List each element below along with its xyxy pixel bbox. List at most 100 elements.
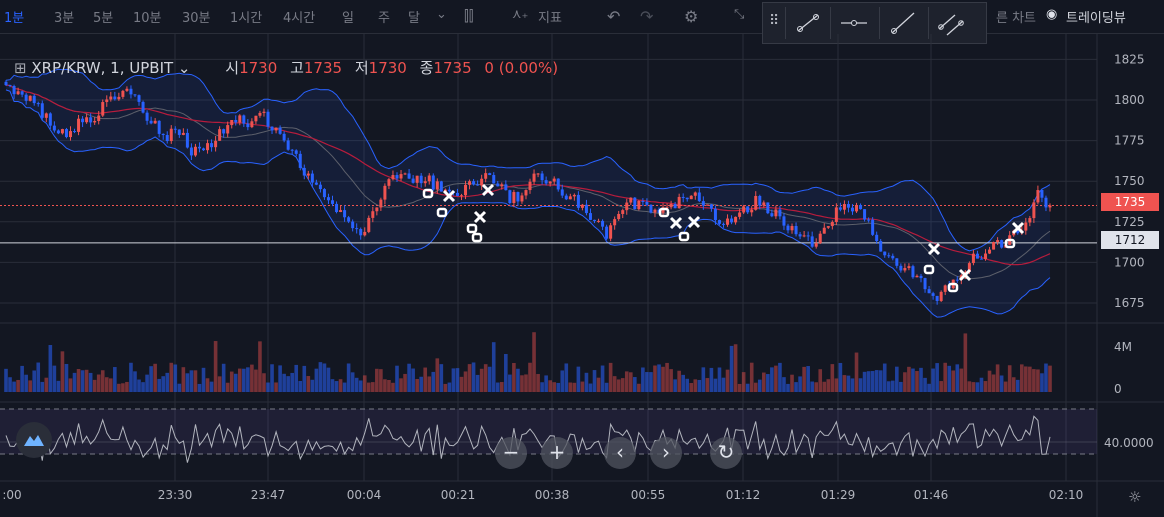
- horizontal-ray-tool-icon[interactable]: [830, 7, 875, 39]
- volume-bar: [548, 380, 552, 392]
- ray-tool-icon[interactable]: [879, 7, 924, 39]
- interval-6[interactable]: 4시간: [283, 11, 316, 26]
- indicator-button[interactable]: 지표: [538, 11, 562, 26]
- parallel-channel-tool-icon[interactable]: [928, 7, 973, 39]
- volume-bar: [971, 382, 976, 392]
- candle-body: [359, 229, 363, 236]
- volume-bar: [774, 365, 778, 392]
- reset-chart-button[interactable]: ↻: [710, 437, 742, 469]
- tradingview-option[interactable]: 트레이딩뷰: [1066, 11, 1126, 26]
- hline-price-tag: 1712: [1101, 231, 1159, 249]
- zoom-in-button[interactable]: +: [541, 437, 573, 469]
- symbol-dropdown-icon[interactable]: ⌄: [173, 59, 191, 77]
- volume-bar: [270, 364, 274, 392]
- chart-area[interactable]: 1825 1800 1775 1750 1725 1700 1675:00 23:30 23:4…: [0, 34, 1164, 517]
- undo-icon[interactable]: ↶: [607, 7, 621, 26]
- time-tick-label: 02:10: [1049, 488, 1084, 502]
- volume-bar: [653, 365, 657, 392]
- scroll-right-button[interactable]: ›: [650, 437, 682, 469]
- candle-body: [339, 210, 343, 213]
- volume-bar: [693, 379, 698, 392]
- interval-7[interactable]: 일: [342, 11, 354, 26]
- annotation-o: [471, 232, 483, 243]
- volume-bar: [866, 371, 871, 392]
- candle-body: [730, 218, 734, 223]
- candle-body: [806, 235, 810, 237]
- candle-body: [955, 279, 959, 281]
- candle-body: [520, 195, 524, 202]
- fullscreen-icon[interactable]: ⤡: [734, 7, 745, 22]
- interval-8[interactable]: 주: [378, 11, 390, 26]
- scroll-left-button[interactable]: ‹: [604, 437, 636, 469]
- volume-bar: [886, 381, 891, 392]
- volume-bar: [947, 365, 952, 392]
- volume-bar: [1015, 379, 1020, 392]
- volume-bar: [757, 379, 762, 392]
- volume-bar: [48, 345, 53, 392]
- volume-bar: [487, 366, 492, 392]
- drag-handle-icon[interactable]: ⠿: [769, 13, 780, 29]
- volume-bar: [362, 375, 367, 392]
- volume-bar: [24, 374, 28, 392]
- interval-9[interactable]: 달: [408, 11, 420, 26]
- close-label: 종: [419, 59, 434, 77]
- candle-body: [871, 219, 875, 235]
- volume-bar: [32, 370, 37, 392]
- volume-bar: [100, 370, 105, 392]
- chart-type-icon[interactable]: ⫿⫿: [464, 7, 474, 25]
- volume-bar: [125, 381, 129, 392]
- candle-body: [713, 208, 717, 221]
- interval-dropdown-icon[interactable]: ⌄: [436, 7, 447, 22]
- upbit-logo-icon[interactable]: [16, 422, 52, 458]
- volume-bar: [161, 376, 166, 392]
- interval-1[interactable]: 3분: [54, 11, 75, 26]
- candle-body: [717, 220, 721, 224]
- candle-body: [705, 204, 709, 206]
- settings-sun-icon[interactable]: ☼: [1128, 488, 1142, 506]
- volume-bar: [237, 368, 242, 392]
- volume-bar: [931, 368, 935, 392]
- candle-body: [464, 184, 468, 196]
- candle-body: [306, 173, 310, 176]
- volume-bar: [669, 369, 673, 392]
- radio-selected-icon[interactable]: ◉: [1046, 7, 1058, 22]
- volume-bar: [822, 381, 827, 392]
- candle-body: [709, 204, 713, 209]
- volume-bar: [499, 382, 504, 392]
- interval-2[interactable]: 5분: [93, 11, 114, 26]
- volume-bars: [4, 332, 1052, 392]
- volume-bar: [1019, 364, 1024, 392]
- candle-body: [202, 148, 206, 151]
- settings-gear-icon[interactable]: ⚙: [684, 7, 699, 26]
- indicator-icon[interactable]: ⋏₊: [512, 7, 529, 22]
- candle-body: [621, 210, 625, 214]
- candle-body: [830, 221, 834, 227]
- candle-body: [193, 146, 197, 156]
- volume-bar: [725, 369, 730, 392]
- volume-bar: [1011, 377, 1016, 392]
- volume-tick-label: 0: [1114, 382, 1122, 396]
- candle-body: [641, 201, 645, 203]
- collapse-square-icon[interactable]: ⊞: [14, 59, 27, 77]
- redo-icon[interactable]: ↷: [640, 7, 654, 26]
- volume-bar: [624, 371, 629, 392]
- volume-bar: [713, 378, 718, 392]
- volume-bar: [987, 370, 992, 392]
- candle-body: [165, 135, 169, 142]
- candle-body: [427, 175, 431, 182]
- candle-body: [415, 175, 419, 183]
- volume-bar: [350, 372, 355, 392]
- candle-body: [218, 129, 222, 141]
- volume-bar: [544, 375, 548, 392]
- candle-body: [903, 268, 907, 271]
- symbol-label[interactable]: XRP/KRW, 1, UPBIT: [31, 59, 174, 77]
- interval-4[interactable]: 30분: [182, 11, 211, 26]
- interval-5[interactable]: 1시간: [230, 11, 263, 26]
- trend-line-tool-icon[interactable]: [785, 7, 830, 39]
- interval-0[interactable]: 1분: [4, 11, 25, 26]
- interval-3[interactable]: 10분: [133, 11, 162, 26]
- zoom-out-button[interactable]: −: [495, 437, 527, 469]
- volume-bar: [717, 367, 722, 392]
- annotation-x: [927, 242, 941, 256]
- volume-bar: [290, 372, 294, 392]
